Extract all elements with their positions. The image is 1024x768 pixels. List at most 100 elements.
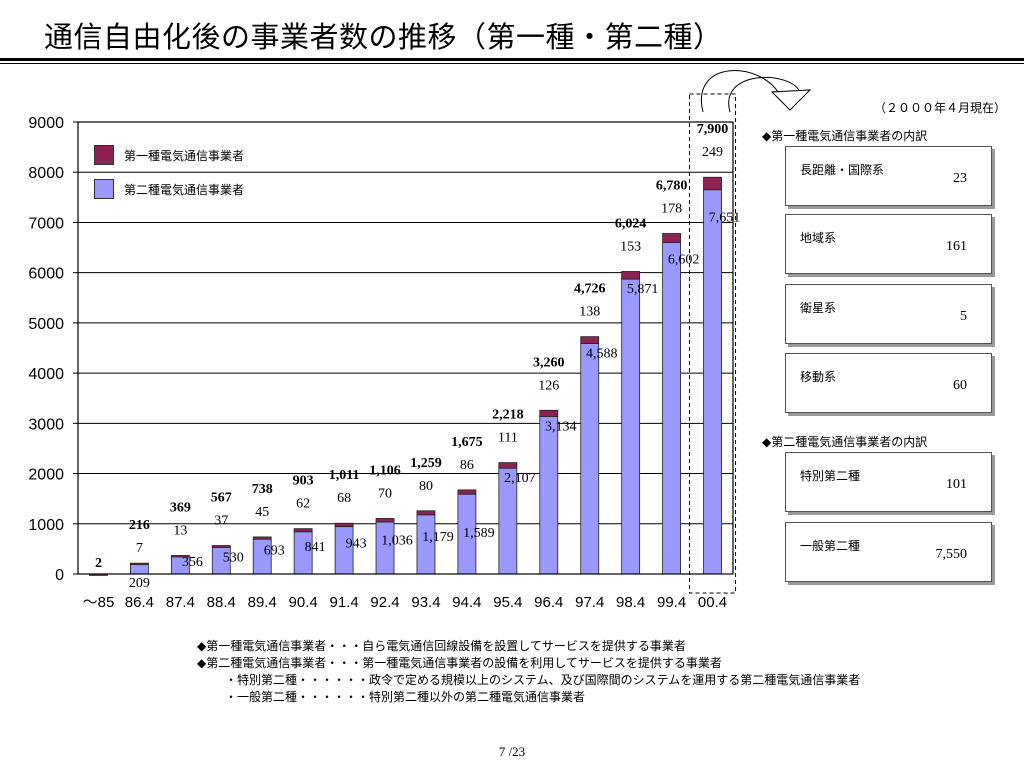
breakdown-label: 移動系 (800, 370, 837, 384)
total-label: 7,900 (697, 122, 729, 137)
type1-value-label: 178 (661, 201, 682, 216)
page-number: 7 /23 (498, 744, 526, 759)
y-tick-label: 0 (55, 567, 64, 584)
total-label: 738 (252, 482, 273, 497)
type1-value-label: 249 (702, 145, 723, 160)
total-label: 567 (211, 491, 232, 506)
type2-value-label: 2,107 (504, 471, 536, 486)
bar-type1 (498, 462, 518, 469)
bar-type1 (580, 336, 600, 344)
x-tick-label: 95.4 (493, 594, 522, 611)
type1-value-label: 70 (378, 486, 392, 501)
type2-value-label: 356 (182, 555, 203, 570)
breakdown-box-long-distance: 長距離・国際系 23 (785, 146, 992, 206)
chart-labels: 2 216 7 209 369 13 356 567 37 530 738 45 693 903 62 841… (95, 122, 740, 591)
breakdown-box-satellite: 衛星系 5 (785, 284, 992, 344)
type2-value-label: 4,588 (586, 347, 618, 362)
curved-arrow (700, 70, 781, 113)
bar-type1 (130, 562, 149, 566)
bar-type1 (170, 555, 190, 558)
title-underline-thin (0, 63, 1024, 64)
breakdown-label: 衛星系 (800, 301, 837, 315)
breakdown-value: 161 (946, 239, 967, 254)
as-of-date: （２０００年４月現在） (873, 101, 1006, 115)
chart-decoration (689, 70, 812, 594)
bar-type2 (621, 278, 641, 575)
legend-swatch-type1 (94, 145, 114, 165)
total-label: 6,780 (656, 178, 688, 193)
type1-value-label: 37 (214, 514, 228, 529)
type2-value-label: 943 (346, 537, 367, 552)
bar-type1 (457, 489, 477, 495)
x-tick-label: 93.4 (411, 594, 440, 611)
curved-arrow (728, 76, 801, 113)
bar-type1 (539, 409, 559, 418)
type1-breakdown-heading: ◆第一種電気通信事業者の内訳 (762, 129, 928, 143)
total-label: 1,106 (369, 463, 401, 478)
arrow-head (770, 89, 812, 111)
total-label: 369 (170, 500, 191, 515)
chart-axes: 0 1000 2000 3000 4000 5000 6000 7000 8000 9000 ～85… (28, 115, 734, 611)
title-underline (0, 58, 1024, 61)
bar-type1 (375, 518, 395, 523)
breakdown-value: 101 (946, 477, 967, 492)
bar-type1 (621, 271, 641, 280)
breakdown-box-mobile: 移動系 60 (785, 353, 992, 413)
total-label: 3,260 (533, 355, 565, 370)
y-tick-label: 6000 (28, 266, 64, 283)
bar-type2 (130, 563, 149, 575)
total-label: 6,024 (615, 216, 647, 231)
type1-value-label: 7 (136, 541, 143, 556)
definition-notes: ◆第一種電気通信事業者・・・自ら電気通信回線設備を設置してサービスを提供する事業… (197, 638, 860, 706)
breakdown-box-regional: 地域系 161 (785, 214, 992, 274)
bar-type1 (334, 522, 354, 528)
x-tick-label: 86.4 (125, 594, 154, 611)
type1-value-label: 80 (419, 479, 433, 494)
x-tick-label: 97.4 (575, 594, 604, 611)
type2-value-label: 1,179 (422, 530, 454, 545)
total-label: 216 (129, 518, 150, 533)
x-tick-label: ～85 (83, 594, 115, 611)
x-tick-label: 92.4 (370, 594, 399, 611)
breakdown-value: 5 (960, 309, 967, 324)
x-tick-label: 88.4 (207, 594, 236, 611)
bar-type1 (662, 233, 681, 243)
breakdown-label: 特別第二種 (800, 469, 861, 483)
bar-type2 (580, 343, 600, 575)
type2-value-label: 841 (305, 540, 326, 555)
type1-value-label: 138 (579, 305, 600, 320)
bar-type1 (703, 176, 722, 191)
breakdown-box-general-type2: 一般第二種 7,550 (785, 522, 992, 582)
note-line: ・特別第二種・・・・・・政令で定める規模以上のシステム、及び国際間のシステムを運… (225, 673, 861, 687)
type1-value-label: 86 (460, 458, 474, 473)
type2-value-label: 6,602 (668, 253, 700, 268)
legend-label-type2: 第二種電気通信事業者 (124, 183, 245, 197)
type2-value-label: 5,871 (627, 282, 659, 297)
y-tick-label: 2000 (28, 467, 64, 484)
bar-type1 (293, 528, 313, 533)
total-label: 2,218 (492, 408, 524, 423)
x-tick-label: 00.4 (698, 594, 727, 611)
type2-value-label: 1,036 (381, 533, 413, 548)
breakdown-value: 7,550 (935, 547, 968, 562)
legend-swatch-type2 (94, 179, 114, 199)
x-tick-label: 91.4 (329, 594, 358, 611)
bar-type2 (662, 242, 681, 575)
total-label: 903 (293, 474, 314, 489)
type2-value-label: 209 (129, 576, 150, 591)
x-tick-label: 98.4 (616, 594, 645, 611)
x-tick-label: 89.4 (248, 594, 277, 611)
type2-value-label: 3,134 (545, 420, 577, 435)
type1-value-label: 13 (173, 523, 187, 538)
total-label: 4,726 (574, 282, 606, 297)
type1-value-label: 111 (498, 431, 518, 446)
total-label: 2 (95, 556, 102, 571)
note-line: ・一般第二種・・・・・・特別第二種以外の第二種電気通信事業者 (225, 690, 586, 704)
chart-bars (89, 176, 722, 576)
highlight-box (689, 93, 737, 594)
bar-chart: 2 216 7 209 369 13 356 567 37 530 738 45 693 903 62 841… (28, 70, 812, 611)
type1-value-label: 126 (538, 378, 559, 393)
breakdown-label: 長距離・国際系 (800, 163, 885, 177)
type2-value-label: 530 (223, 550, 244, 565)
plot-frame (77, 121, 734, 575)
